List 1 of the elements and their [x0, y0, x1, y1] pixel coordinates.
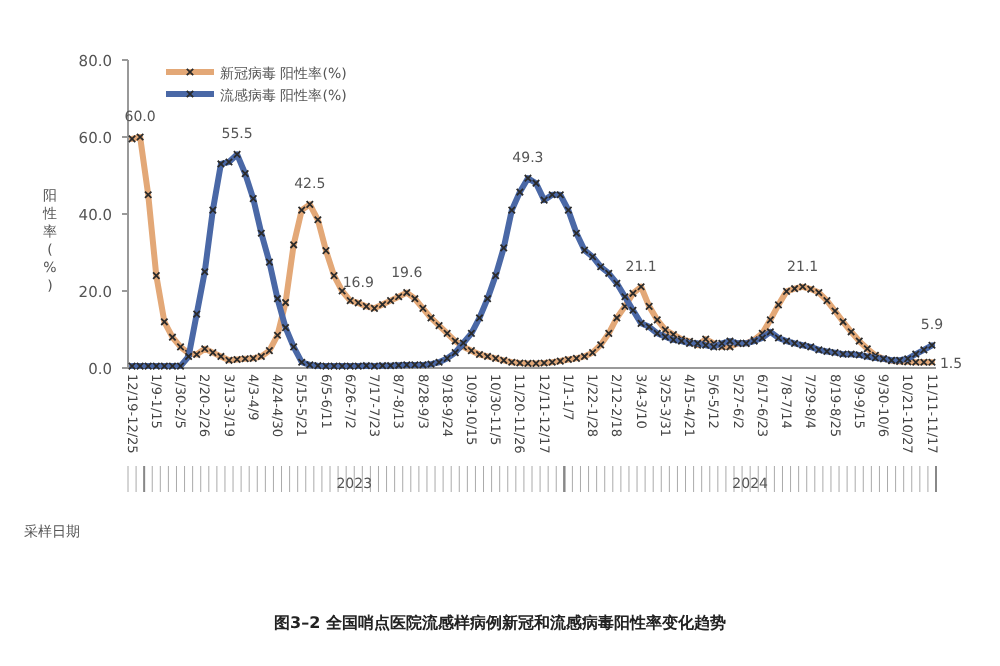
caption: 图3–2 全国哨点医院流感样病例新冠和流感病毒阳性率变化趋势 [274, 612, 726, 632]
